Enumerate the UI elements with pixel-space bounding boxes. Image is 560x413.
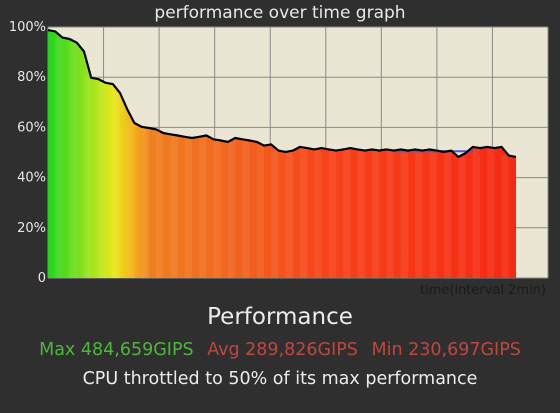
- area-stripe: [285, 152, 293, 278]
- area-stripe: [184, 137, 192, 278]
- area-stripe: [415, 150, 423, 278]
- area-stripe: [156, 132, 164, 278]
- x-axis-label: time(interval 2min): [420, 283, 546, 298]
- area-stripe: [256, 145, 264, 278]
- area-stripe: [84, 77, 92, 278]
- area-stripe: [228, 142, 236, 278]
- y-tick-label: 80%: [17, 70, 46, 85]
- min-stat: Min 230,697GIPS: [371, 340, 521, 360]
- area-stripe: [501, 155, 509, 278]
- y-tick-label: 0: [38, 271, 46, 286]
- area-stripe: [199, 137, 207, 278]
- area-stripe: [213, 139, 221, 278]
- area-stripe: [242, 139, 250, 278]
- area-stripe: [429, 150, 437, 278]
- area-stripe: [98, 82, 106, 278]
- area-stripe: [372, 150, 380, 278]
- area-stripe: [314, 150, 322, 278]
- area-stripe: [127, 122, 135, 279]
- performance-line: [47, 29, 517, 158]
- area-stripe: [69, 42, 77, 278]
- performance-area: [48, 30, 516, 278]
- area-stripe: [343, 150, 351, 278]
- performance-chart: 100% 80% 60% 40% 20% 0 time(interval 2min): [9, 20, 549, 298]
- y-tick-labels: 100% 80% 60% 40% 20% 0: [9, 20, 46, 286]
- y-tick-label: 60%: [17, 120, 46, 135]
- area-stripe: [271, 150, 279, 278]
- graph-title: performance over time graph: [154, 3, 406, 23]
- area-stripe: [444, 152, 452, 278]
- y-tick-label: 20%: [17, 221, 46, 236]
- throttle-text: CPU throttled to 50% of its max performa…: [82, 369, 478, 389]
- max-stat: Max 484,659GIPS: [39, 340, 194, 360]
- area-stripe: [458, 157, 466, 278]
- area-stripe: [170, 134, 178, 278]
- area-stripes: [55, 37, 509, 279]
- avg-stat: Avg 289,826GIPS: [207, 340, 358, 360]
- area-stripe: [386, 150, 394, 278]
- area-stripe: [400, 150, 408, 278]
- area-stripe: [300, 147, 308, 278]
- area-stripe: [472, 147, 480, 278]
- area-stripe: [141, 127, 149, 279]
- y-tick-label: 100%: [9, 20, 46, 35]
- stats-row: Max 484,659GIPS Avg 289,826GIPS Min 230,…: [0, 340, 560, 360]
- area-stripe: [357, 150, 365, 278]
- area-stripe: [487, 147, 495, 278]
- area-stripe: [55, 37, 63, 278]
- y-tick-label: 40%: [17, 171, 46, 186]
- area-stripe: [112, 92, 120, 278]
- area-stripe: [328, 150, 336, 278]
- summary-title: Performance: [207, 304, 353, 330]
